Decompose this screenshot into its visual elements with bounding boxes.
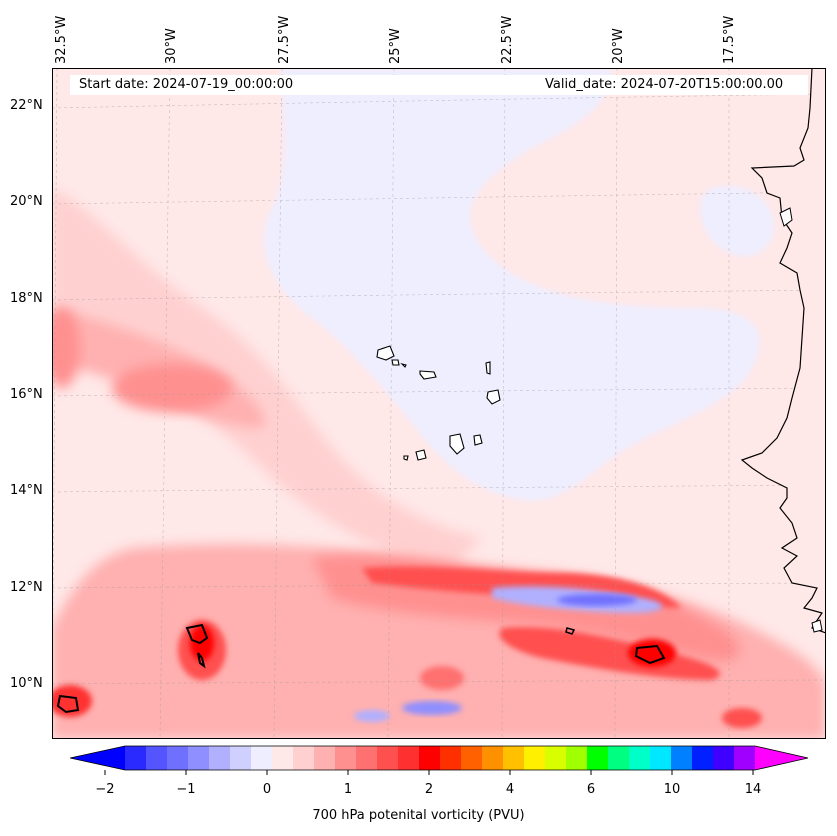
lat-label: 20°N xyxy=(10,194,43,209)
islands xyxy=(376,345,501,461)
colorbar-tick-label: 10 xyxy=(663,782,681,797)
colorbar-extend-max xyxy=(755,746,808,770)
pv-band xyxy=(499,627,720,680)
pv-band xyxy=(52,188,482,568)
colorbar-segment xyxy=(167,746,189,770)
pv-min xyxy=(557,594,637,606)
colorbar-segment xyxy=(272,746,294,770)
colorbar-segment xyxy=(335,746,357,770)
coastline xyxy=(740,68,826,634)
map-border xyxy=(52,68,826,739)
pv-max xyxy=(190,625,214,661)
lat-label: 14°N xyxy=(10,483,43,498)
pv-contour-2 xyxy=(185,623,209,669)
colorbar-segment xyxy=(587,746,609,770)
lon-label: 27.5°W xyxy=(277,15,292,64)
colorbar-segment xyxy=(188,746,210,770)
lat-label: 16°N xyxy=(10,387,43,402)
pv-max xyxy=(722,708,762,728)
colorbar-segment xyxy=(230,746,252,770)
colorbar-segment xyxy=(503,746,525,770)
coastline xyxy=(779,207,793,227)
colorbar-segment xyxy=(440,746,462,770)
colorbar-segment xyxy=(251,746,273,770)
pv-contour-2 xyxy=(56,694,80,714)
lon-label: 30°W xyxy=(164,28,179,64)
lat-label: 12°N xyxy=(10,580,43,595)
colorbar-segment xyxy=(398,746,420,770)
colorbar-tick-label: 2 xyxy=(424,782,434,797)
colorbar-segment xyxy=(146,746,168,770)
colorbar-label: 700 hPa potenital vorticity (PVU) xyxy=(312,808,525,823)
lon-label: 20°W xyxy=(611,28,626,64)
colorbar-outline xyxy=(70,745,809,771)
colorbar-segment xyxy=(356,746,378,770)
colorbar-tick-label: 0 xyxy=(262,782,272,797)
colorbar-segment xyxy=(209,746,231,770)
lon-label: 25°W xyxy=(388,28,403,64)
lat-label: 10°N xyxy=(10,676,43,691)
colorbar-segment xyxy=(482,746,504,770)
pv-contour-2 xyxy=(565,627,576,635)
colorbar-segment xyxy=(125,746,147,770)
colorbar-tick-label: 1 xyxy=(343,782,353,797)
colorbar-extend-min xyxy=(70,746,125,770)
colorbar-segment xyxy=(734,746,756,770)
colorbar-segment xyxy=(692,746,714,770)
start-date: Start date: 2024-07-19_00:00:00 xyxy=(79,77,294,92)
colorbar-segment xyxy=(629,746,651,770)
colorbar-tick-label: −2 xyxy=(95,782,115,797)
header-box xyxy=(70,75,808,95)
colorbar-segment xyxy=(713,746,735,770)
pv-max xyxy=(52,308,80,388)
coastline xyxy=(811,619,823,633)
colorbar-tick-label: 6 xyxy=(586,782,596,797)
lon-label: 32.5°W xyxy=(54,15,69,64)
valid-date: Valid_date: 2024-07-20T15:00:00.00 xyxy=(545,77,784,92)
colorbar-tick-label: 4 xyxy=(505,782,515,797)
colorbar-segment xyxy=(419,746,441,770)
colorbar-tick-label: −1 xyxy=(176,782,196,797)
pv-contour-2 xyxy=(634,644,666,665)
colorbar-segments xyxy=(70,745,809,775)
pv-min xyxy=(402,701,462,715)
colorbar-segment xyxy=(608,746,630,770)
colorbar-segment xyxy=(377,746,399,770)
pv-max xyxy=(112,364,232,412)
colorbar-segment xyxy=(671,746,693,770)
lon-label: 17.5°W xyxy=(722,15,737,64)
colorbar-tick-label: 14 xyxy=(744,782,762,797)
colorbar-segment xyxy=(293,746,315,770)
low-pv-region xyxy=(264,68,760,501)
pv-min xyxy=(354,710,390,722)
colorbar-segment xyxy=(314,746,336,770)
colorbar-segment xyxy=(650,746,672,770)
colorbar-segment xyxy=(461,746,483,770)
colorbar-segment xyxy=(545,746,567,770)
lon-label: 22.5°W xyxy=(500,15,515,64)
pv-max xyxy=(628,639,676,667)
lat-label: 22°N xyxy=(10,98,43,113)
pv-max xyxy=(420,666,464,690)
colorbar-segment xyxy=(524,746,546,770)
lat-label: 18°N xyxy=(10,291,43,306)
low-pv-region xyxy=(700,186,774,257)
colorbar xyxy=(70,745,809,775)
pv-map xyxy=(52,68,826,739)
colorbar-segment xyxy=(566,746,588,770)
